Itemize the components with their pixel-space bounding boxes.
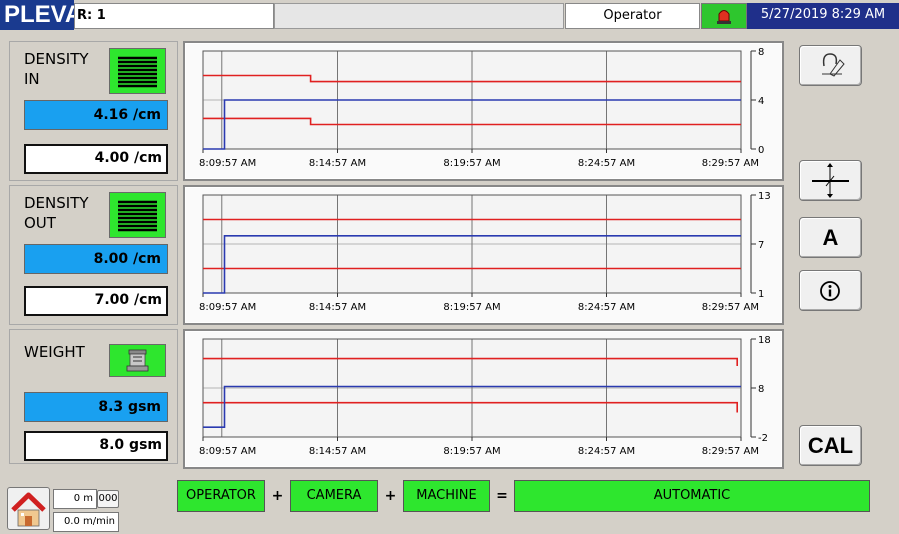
density-in-panel: DENSITY IN 4.16 /cm 4.00 /cm [9, 41, 178, 181]
density-out-subtitle: OUT [24, 214, 56, 232]
y-tick-label: 18 [758, 335, 771, 346]
home-icon [11, 492, 46, 527]
counter-reset-button[interactable]: 000 [97, 490, 119, 508]
weight-indicator [109, 344, 166, 377]
datetime-display: 5/27/2019 8:29 AM [747, 3, 899, 29]
x-tick-label: 8:09:57 AM [199, 158, 256, 169]
y-tick-label: 0 [758, 145, 764, 156]
x-tick-label: 8:14:57 AM [309, 446, 366, 457]
calibrate-axis-button[interactable] [799, 160, 862, 201]
plus-operator-1: + [265, 480, 290, 512]
density-in-setpoint[interactable]: 4.00 /cm [24, 144, 168, 174]
distance-display: 0 m [53, 489, 97, 509]
density-out-panel: DENSITY OUT 8.00 /cm 7.00 /cm [9, 185, 178, 325]
weight-chart: 8:09:57 AM 8:14:57 AM 8:19:57 AM 8:24:57 AM… [183, 329, 784, 469]
plus-operator-2: + [378, 480, 403, 512]
machine-mode-button[interactable]: MACHINE [403, 480, 490, 512]
series-line [203, 385, 741, 428]
x-tick-label: 8:09:57 AM [199, 446, 256, 457]
x-tick-label: 8:14:57 AM [309, 158, 366, 169]
density-out-measured: 8.00 /cm [24, 244, 168, 274]
density-out-title: DENSITY [24, 194, 89, 212]
info-button[interactable] [799, 270, 862, 311]
alarm-button[interactable] [701, 3, 747, 29]
y-tick-label: 7 [758, 240, 764, 251]
y-tick-label: 8 [758, 384, 764, 395]
y-tick-label: 13 [758, 191, 771, 202]
speed-display: 0.0 m/min [53, 512, 119, 532]
x-tick-label: 8:19:57 AM [443, 446, 500, 457]
y-tick-label: 8 [758, 47, 764, 58]
operator-mode-button[interactable]: OPERATOR [177, 480, 265, 512]
weight-scale-icon [126, 349, 149, 372]
weight-panel: WEIGHT 8.3 gsm 8.0 gsm [9, 329, 178, 464]
user-role-button[interactable]: Operator [565, 3, 700, 29]
x-tick-label: 8:29:57 AM [702, 302, 759, 313]
home-button[interactable] [7, 487, 50, 530]
density-in-chart: 8:09:57 AM 8:14:57 AM 8:19:57 AM 8:24:57 AM… [183, 41, 784, 181]
weight-measured: 8.3 gsm [24, 392, 168, 422]
series-line [203, 74, 741, 83]
series-line [203, 401, 739, 413]
y-tick-label: 1 [758, 289, 764, 300]
x-tick-label: 8:09:57 AM [199, 302, 256, 313]
weight-setpoint[interactable]: 8.0 gsm [24, 431, 168, 461]
x-tick-label: 8:29:57 AM [702, 158, 759, 169]
x-tick-label: 8:19:57 AM [443, 158, 500, 169]
cal-button[interactable]: CAL [799, 425, 862, 466]
density-in-measured: 4.16 /cm [24, 100, 168, 130]
camera-mode-button[interactable]: CAMERA [290, 480, 378, 512]
x-tick-label: 8:24:57 AM [578, 158, 635, 169]
automatic-mode-status: AUTOMATIC [514, 480, 870, 512]
series-line [203, 99, 741, 150]
series-line [203, 234, 741, 294]
equals-operator: = [490, 480, 514, 512]
density-in-title: DENSITY [24, 50, 89, 68]
series-line [203, 117, 741, 126]
x-tick-label: 8:24:57 AM [578, 446, 635, 457]
density-in-indicator [109, 48, 166, 94]
x-tick-label: 8:14:57 AM [309, 302, 366, 313]
x-tick-label: 8:24:57 AM [578, 302, 635, 313]
crosshair-arrows-icon [812, 163, 849, 198]
y-tick-label: -2 [758, 433, 768, 444]
density-lines-icon [118, 200, 157, 232]
pleva-logo: PLEVA [0, 0, 82, 30]
auto-a-button[interactable]: A [799, 217, 862, 258]
y-tick-label: 4 [758, 96, 764, 107]
alarm-light-icon [717, 10, 731, 24]
operator-sign-button[interactable] [799, 45, 862, 86]
x-tick-label: 8:19:57 AM [443, 302, 500, 313]
density-in-subtitle: IN [24, 70, 40, 88]
operator-sign-icon [822, 53, 845, 77]
density-out-indicator [109, 192, 166, 238]
weight-title: WEIGHT [24, 343, 85, 361]
message-field [274, 3, 564, 29]
density-lines-icon [118, 56, 157, 88]
density-out-chart: 8:09:57 AM 8:14:57 AM 8:19:57 AM 8:24:57 AM… [183, 185, 784, 325]
density-out-setpoint[interactable]: 7.00 /cm [24, 286, 168, 316]
series-line [203, 357, 739, 366]
x-tick-label: 8:29:57 AM [702, 446, 759, 457]
info-icon [820, 281, 840, 301]
r-field: R: 1 [74, 3, 274, 29]
